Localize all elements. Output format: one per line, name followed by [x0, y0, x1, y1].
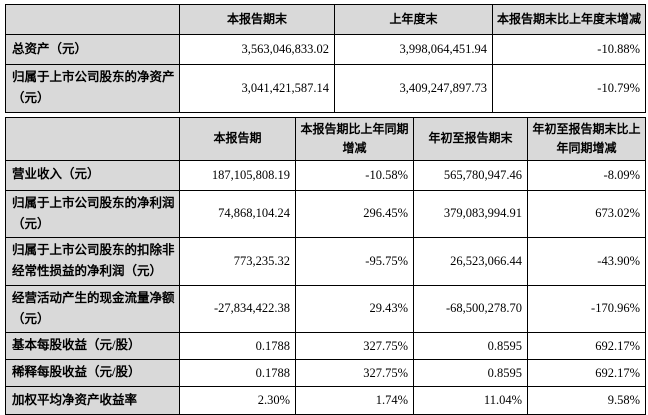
- cell-roe-current: 2.30%: [180, 387, 296, 415]
- table-header-row: 本报告期 本报告期比上年同期增减 年初至报告期末 年初至报告期末比上年同期增减: [6, 117, 646, 160]
- table-row-net-profit-excl-nonrecurring: 归属于上市公司股东的扣除非经常性损益的净利润（元） 773,235.32 -95…: [6, 238, 646, 286]
- reporting-period-table: 本报告期 本报告期比上年同期增减 年初至报告期末 年初至报告期末比上年同期增减 …: [5, 117, 646, 415]
- row-label-weighted-avg-roe: 加权平均净资产收益率: [6, 387, 180, 415]
- cell-revenue-ytd: 565,780,947.46: [414, 160, 528, 190]
- cell-basic-eps-current: 0.1788: [180, 333, 296, 360]
- cell-excl-nonrecurring-ytd-change: -43.90%: [528, 238, 646, 286]
- col-header-change-vs-prior-year-end: 本报告期末比上年度末增减: [493, 5, 646, 35]
- corner-cell: [6, 117, 180, 160]
- cell-diluted-eps-ytd-change: 692.17%: [528, 360, 646, 387]
- table-row-total-assets: 总资产（元） 3,563,046,833.02 3,998,064,451.94…: [6, 35, 646, 65]
- col-header-change-vs-same-period: 本报告期比上年同期增减: [296, 117, 414, 160]
- cell-total-assets-prior: 3,998,064,451.94: [335, 35, 493, 65]
- cell-net-profit-current: 74,868,104.24: [180, 190, 296, 238]
- cell-revenue-change: -10.58%: [296, 160, 414, 190]
- cell-excl-nonrecurring-change: -95.75%: [296, 238, 414, 286]
- cell-net-assets-current: 3,041,421,587.14: [180, 65, 335, 113]
- table-row-net-assets: 归属于上市公司股东的净资产（元） 3,041,421,587.14 3,409,…: [6, 65, 646, 113]
- row-label-operating-revenue: 营业收入（元）: [6, 160, 180, 190]
- cell-net-assets-prior: 3,409,247,897.73: [335, 65, 493, 113]
- table-row-net-profit: 归属于上市公司股东的净利润（元） 74,868,104.24 296.45% 3…: [6, 190, 646, 238]
- period-end-table: 本报告期末 上年度末 本报告期末比上年度末增减 总资产（元） 3,563,046…: [5, 4, 646, 113]
- cell-diluted-eps-ytd: 0.8595: [414, 360, 528, 387]
- cell-roe-ytd-change: 9.58%: [528, 387, 646, 415]
- cell-cash-flow-change: 29.43%: [296, 285, 414, 333]
- row-label-basic-eps: 基本每股收益（元/股）: [6, 333, 180, 360]
- col-header-ytd-change-vs-same-period: 年初至报告期末比上年同期增减: [528, 117, 646, 160]
- row-label-net-assets: 归属于上市公司股东的净资产（元）: [6, 65, 180, 113]
- row-label-total-assets: 总资产（元）: [6, 35, 180, 65]
- row-label-net-profit-excl-nonrecurring: 归属于上市公司股东的扣除非经常性损益的净利润（元）: [6, 238, 180, 286]
- cell-roe-ytd: 11.04%: [414, 387, 528, 415]
- cell-cash-flow-ytd-change: -170.96%: [528, 285, 646, 333]
- table-row-operating-cash-flow: 经营活动产生的现金流量净额（元） -27,834,422.38 29.43% -…: [6, 285, 646, 333]
- cell-diluted-eps-change: 327.75%: [296, 360, 414, 387]
- table-row-operating-revenue: 营业收入（元） 187,105,808.19 -10.58% 565,780,9…: [6, 160, 646, 190]
- col-header-year-to-date: 年初至报告期末: [414, 117, 528, 160]
- cell-revenue-ytd-change: -8.09%: [528, 160, 646, 190]
- cell-roe-change: 1.74%: [296, 387, 414, 415]
- cell-basic-eps-ytd-change: 692.17%: [528, 333, 646, 360]
- cell-total-assets-current: 3,563,046,833.02: [180, 35, 335, 65]
- table-row-weighted-avg-roe: 加权平均净资产收益率 2.30% 1.74% 11.04% 9.58%: [6, 387, 646, 415]
- cell-basic-eps-change: 327.75%: [296, 333, 414, 360]
- cell-total-assets-change: -10.88%: [493, 35, 646, 65]
- cell-excl-nonrecurring-ytd: 26,523,066.44: [414, 238, 528, 286]
- row-label-net-profit: 归属于上市公司股东的净利润（元）: [6, 190, 180, 238]
- cell-net-profit-ytd: 379,083,994.91: [414, 190, 528, 238]
- cell-net-profit-ytd-change: 673.02%: [528, 190, 646, 238]
- corner-cell: [6, 5, 180, 35]
- cell-diluted-eps-current: 0.1788: [180, 360, 296, 387]
- row-label-diluted-eps: 稀释每股收益（元/股）: [6, 360, 180, 387]
- table-row-diluted-eps: 稀释每股收益（元/股） 0.1788 327.75% 0.8595 692.17…: [6, 360, 646, 387]
- cell-excl-nonrecurring-current: 773,235.32: [180, 238, 296, 286]
- cell-cash-flow-current: -27,834,422.38: [180, 285, 296, 333]
- cell-cash-flow-ytd: -68,500,278.70: [414, 285, 528, 333]
- cell-net-assets-change: -10.79%: [493, 65, 646, 113]
- table-row-basic-eps: 基本每股收益（元/股） 0.1788 327.75% 0.8595 692.17…: [6, 333, 646, 360]
- cell-net-profit-change: 296.45%: [296, 190, 414, 238]
- col-header-prior-year-end: 上年度末: [335, 5, 493, 35]
- cell-basic-eps-ytd: 0.8595: [414, 333, 528, 360]
- cell-revenue-current: 187,105,808.19: [180, 160, 296, 190]
- table-header-row: 本报告期末 上年度末 本报告期末比上年度末增减: [6, 5, 646, 35]
- col-header-current-period: 本报告期: [180, 117, 296, 160]
- col-header-current-period-end: 本报告期末: [180, 5, 335, 35]
- row-label-operating-cash-flow: 经营活动产生的现金流量净额（元）: [6, 285, 180, 333]
